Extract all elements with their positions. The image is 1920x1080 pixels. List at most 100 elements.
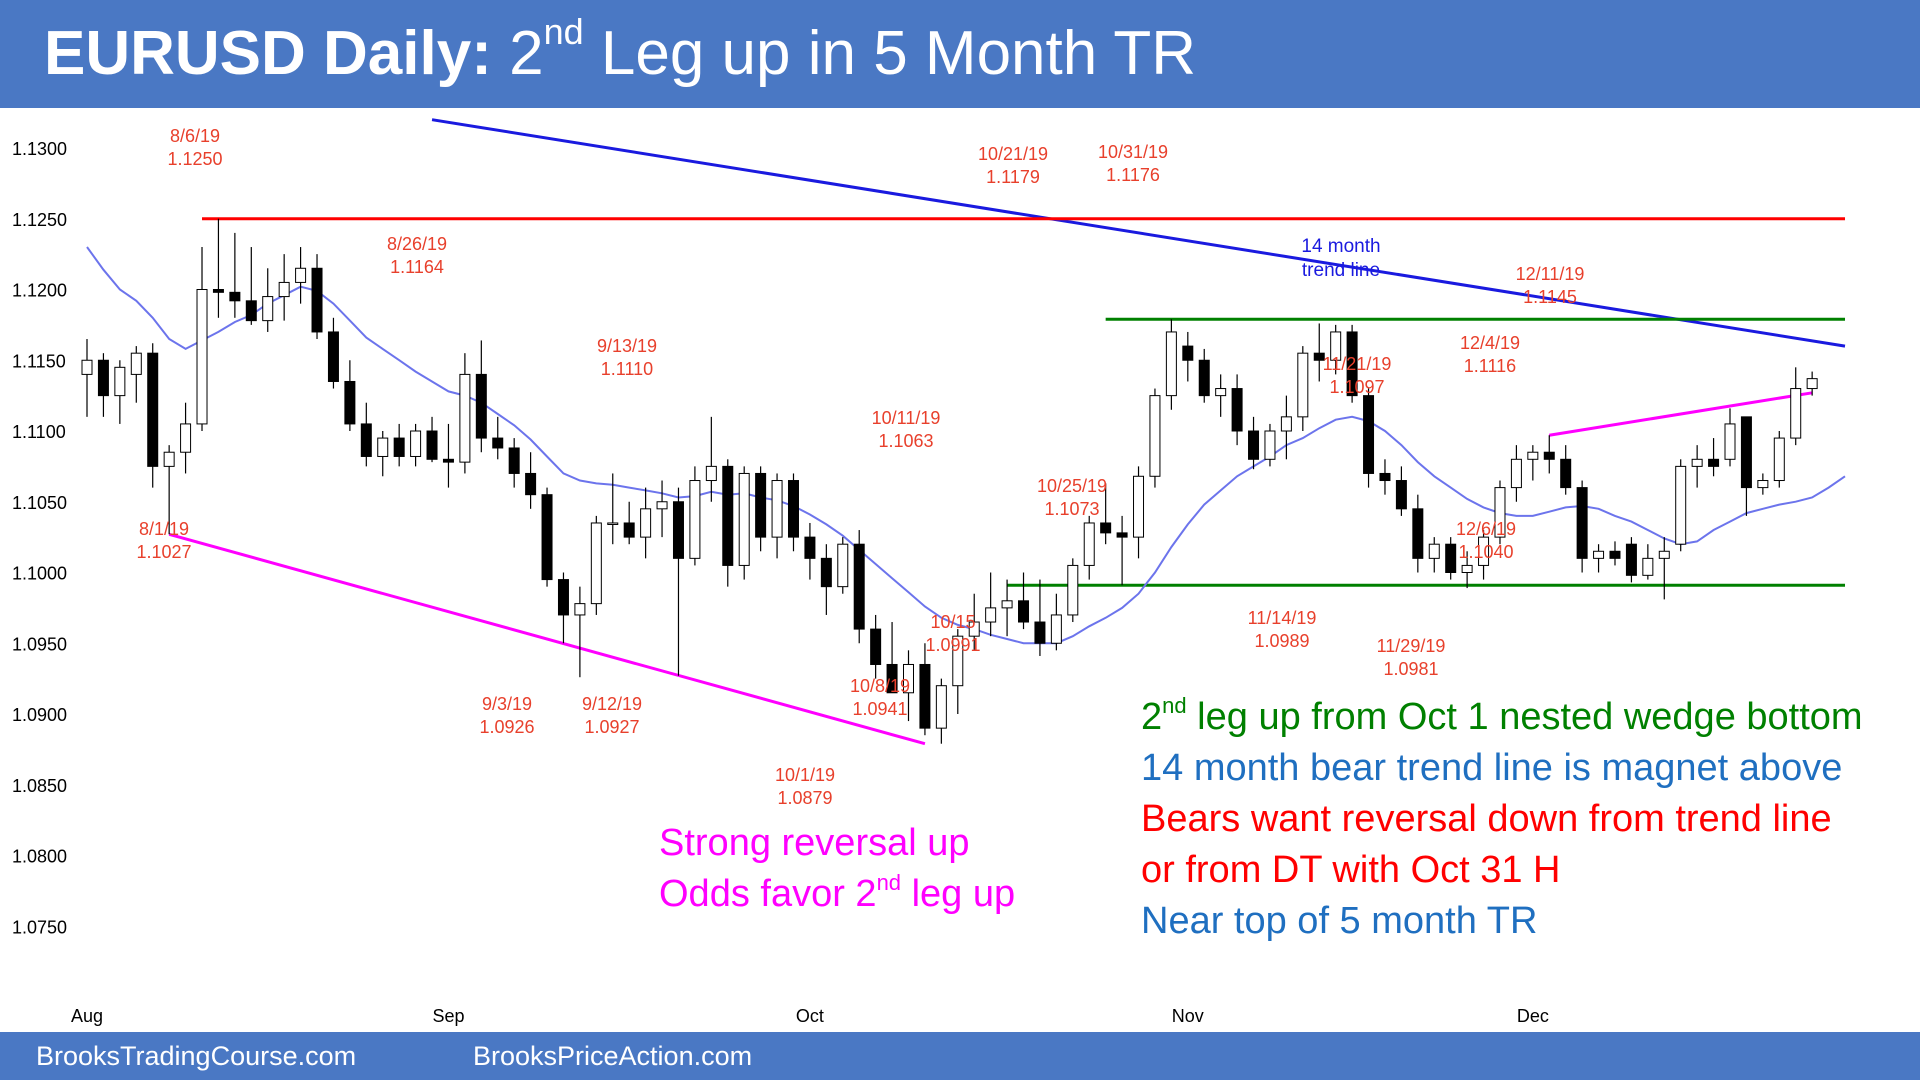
y-tick-label: 1.0950 <box>12 634 67 654</box>
magenta-note-line2-suffix: nd <box>876 870 902 895</box>
bull-candle <box>656 501 668 510</box>
bear-candle <box>755 472 767 538</box>
bull-candle <box>459 373 471 463</box>
annotation-date: 10/11/19 <box>872 408 941 428</box>
annotation-price: 1.1145 <box>1523 287 1577 307</box>
footer-link-price-action[interactable]: BrooksPriceAction.com <box>473 1041 753 1071</box>
annotation-date: 10/1/19 <box>775 765 835 785</box>
annotation-date: 12/11/19 <box>1516 264 1585 284</box>
bull-candle <box>81 359 93 375</box>
bull-candle <box>607 522 619 525</box>
annotation-price: 1.0981 <box>1383 659 1438 679</box>
bear-candle <box>1116 532 1128 538</box>
bear-candle <box>1708 458 1720 467</box>
footer-link-trading-course[interactable]: BrooksTradingCourse.com <box>36 1041 357 1071</box>
trend-line <box>168 532 926 746</box>
bear-candle <box>245 300 257 322</box>
moving-average-line <box>86 246 1846 645</box>
y-tick-label: 1.1250 <box>12 210 67 230</box>
bull-candle <box>1297 352 1309 418</box>
y-tick-label: 1.0900 <box>12 705 67 725</box>
annotation-date: 10/31/19 <box>1098 142 1168 162</box>
bear-candle <box>1740 416 1752 489</box>
bull-candle <box>952 635 964 687</box>
bull-candle <box>1001 600 1013 609</box>
annotation-date: 11/29/19 <box>1377 636 1446 656</box>
bull-candle <box>1428 543 1440 559</box>
bull-candle <box>1149 395 1161 477</box>
annotation-date: 8/1/19 <box>139 519 189 539</box>
y-tick-label: 1.0750 <box>12 917 67 937</box>
annotation-date: 12/4/19 <box>1460 333 1520 353</box>
annotation-price: 1.1176 <box>1106 165 1160 185</box>
annotation-price: 1.1063 <box>878 431 933 451</box>
bull-candle <box>1724 423 1736 460</box>
trend-lines <box>168 118 1846 746</box>
bull-candle <box>1773 437 1785 482</box>
trend-line <box>431 118 1846 348</box>
trend-line <box>1549 391 1813 437</box>
bull-candle <box>1510 458 1522 489</box>
bear-candle <box>1363 395 1375 474</box>
bear-candle <box>311 267 323 333</box>
bear-candle <box>1346 331 1358 397</box>
annotation-price: 1.1040 <box>1458 542 1513 562</box>
bear-candle <box>1560 458 1572 489</box>
bear-candle <box>492 437 504 449</box>
y-tick-label: 1.1050 <box>12 493 67 513</box>
bull-candle <box>705 465 717 482</box>
bull-candle <box>985 607 997 623</box>
x-month-label: Oct <box>796 1006 824 1026</box>
price-chart: 1.1300 1.1250 1.1200 1.1150 1.1100 1.1050 1.10… <box>12 118 1846 1026</box>
bear-candle <box>672 501 684 559</box>
bull-candle <box>1675 465 1687 545</box>
bear-candle <box>1198 359 1210 397</box>
bull-candle <box>410 430 422 457</box>
y-tick-label: 1.0850 <box>12 776 67 796</box>
annotation-date: 11/21/19 <box>1323 354 1392 374</box>
annotation-date: 9/13/19 <box>597 336 657 356</box>
title-leg-number: 2 <box>509 19 544 88</box>
annotation-price: 1.1164 <box>390 257 444 277</box>
bear-candle <box>1445 543 1457 574</box>
bear-candle <box>327 331 339 382</box>
x-month-label: Aug <box>71 1006 103 1026</box>
annotation-date: 10/21/19 <box>978 144 1048 164</box>
bull-candle <box>1478 536 1490 566</box>
bull-candle <box>377 437 389 457</box>
y-axis: 1.1300 1.1250 1.1200 1.1150 1.1100 1.1050 1.10… <box>12 139 67 937</box>
note-blue-2: Near top of 5 month TR <box>1141 900 1538 942</box>
bull-candle <box>1083 522 1095 566</box>
trend-line-label-line1: 14 month <box>1301 236 1380 257</box>
annotation-date: 8/6/19 <box>170 126 220 146</box>
magenta-note-line2-text: Odds favor 2 <box>659 873 877 915</box>
bull-candle <box>1757 480 1769 489</box>
bull-candle <box>738 472 750 566</box>
bear-candle <box>393 437 405 457</box>
title-ordinal-suffix: nd <box>543 11 584 52</box>
bear-candle <box>1395 480 1407 510</box>
bull-candle <box>1494 487 1506 538</box>
annotation-price: 1.1250 <box>167 149 222 169</box>
bear-candle <box>344 380 356 425</box>
bear-candle <box>787 480 799 538</box>
x-month-label: Nov <box>1172 1006 1204 1026</box>
x-month-label: Dec <box>1517 1006 1549 1026</box>
bear-candle <box>442 458 454 463</box>
annotation-date: 10/15 <box>930 612 975 632</box>
bear-candle <box>722 465 734 566</box>
bull-candle <box>1165 331 1177 397</box>
annotation-date: 10/8/19 <box>850 676 910 696</box>
bear-candle <box>804 536 816 559</box>
annotation-date: 12/6/19 <box>1456 519 1516 539</box>
bull-candle <box>196 289 208 425</box>
bear-candle <box>525 472 537 496</box>
bear-candle <box>886 663 898 694</box>
annotation-date: 11/14/19 <box>1248 608 1317 628</box>
x-month-label: Sep <box>432 1006 464 1026</box>
note-red-1: Bears want reversal down from trend line <box>1141 798 1832 840</box>
bear-candle <box>147 352 159 467</box>
bear-candle <box>229 291 241 302</box>
annotation-price: 1.1073 <box>1044 499 1099 519</box>
magenta-note-line2: Odds favor 2nd leg up <box>659 869 1015 920</box>
